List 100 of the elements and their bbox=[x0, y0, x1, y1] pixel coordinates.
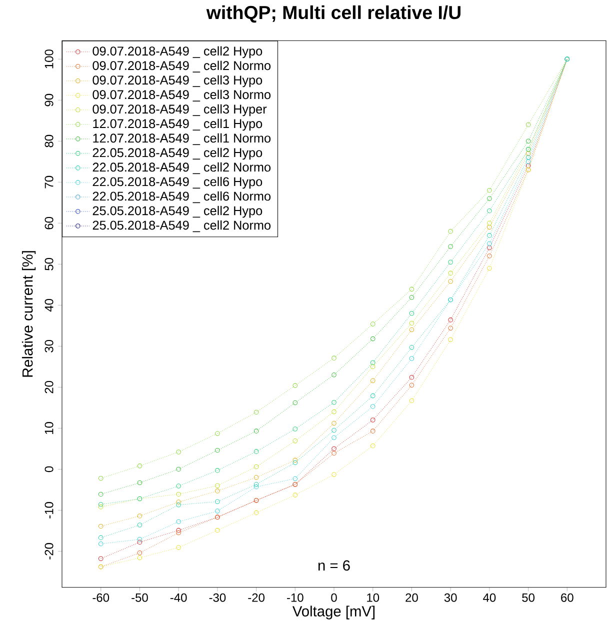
point bbox=[176, 484, 181, 488]
y-tick-label: -10 bbox=[44, 502, 54, 518]
point bbox=[137, 514, 142, 518]
point bbox=[176, 466, 181, 472]
point bbox=[332, 450, 336, 456]
point bbox=[137, 550, 142, 556]
point bbox=[332, 428, 336, 433]
point bbox=[448, 337, 453, 342]
y-tick-label: 0 bbox=[44, 466, 54, 472]
point bbox=[370, 443, 376, 448]
point bbox=[292, 383, 298, 388]
point bbox=[215, 483, 220, 488]
point bbox=[409, 310, 414, 316]
x-axis-title: Voltage [mV] bbox=[292, 606, 375, 620]
legend-label: 12.07.2018-A549 _ cell1 Hypo bbox=[93, 118, 262, 131]
point bbox=[409, 356, 414, 361]
point bbox=[254, 464, 259, 470]
point bbox=[487, 196, 492, 201]
point bbox=[98, 504, 104, 510]
point bbox=[332, 400, 336, 405]
point bbox=[215, 488, 220, 494]
point bbox=[487, 208, 492, 214]
x-tick-label: 40 bbox=[483, 593, 496, 602]
x-tick-label: -10 bbox=[287, 593, 304, 602]
point bbox=[487, 241, 492, 246]
point bbox=[409, 327, 414, 332]
y-tick-label: 30 bbox=[44, 340, 54, 352]
legend-label: 09.07.2018-A549 _ cell2 Normo bbox=[92, 60, 271, 72]
x-tick-label: 10 bbox=[367, 593, 380, 602]
annotation: n = 6 bbox=[318, 560, 350, 571]
legend-label: 09.07.2018-A549 _ cell3 Normo bbox=[92, 90, 271, 102]
point bbox=[254, 475, 259, 480]
point bbox=[215, 448, 220, 453]
point bbox=[370, 322, 376, 326]
point bbox=[409, 320, 414, 326]
y-tick-label: 70 bbox=[44, 176, 54, 188]
point bbox=[137, 522, 142, 528]
y-tick-label: 50 bbox=[44, 258, 54, 270]
point bbox=[409, 382, 414, 388]
point bbox=[370, 418, 376, 422]
legend-label: 22.05.2018-A549 _ cell6 Normo bbox=[92, 191, 271, 204]
point bbox=[98, 524, 104, 529]
point bbox=[487, 220, 492, 226]
point bbox=[292, 458, 298, 463]
point bbox=[98, 492, 104, 497]
legend-label: 22.05.2018-A549 _ cell6 Hypo bbox=[92, 176, 262, 189]
point bbox=[215, 508, 220, 514]
point bbox=[176, 528, 181, 533]
x-tick-label: 60 bbox=[561, 593, 574, 602]
legend-label: 25.05.2018-A549 _ cell2 Normo bbox=[92, 220, 271, 232]
point bbox=[332, 435, 336, 440]
point bbox=[137, 464, 142, 468]
point bbox=[526, 159, 531, 164]
point bbox=[137, 555, 142, 560]
point bbox=[487, 224, 492, 230]
legend-label: 09.07.2018-A549 _ cell3 Hyper bbox=[92, 104, 267, 116]
point bbox=[370, 393, 376, 398]
point bbox=[370, 360, 376, 365]
point bbox=[448, 326, 453, 331]
point bbox=[254, 410, 259, 415]
point bbox=[332, 446, 336, 452]
point bbox=[215, 431, 220, 436]
point bbox=[215, 468, 220, 473]
y-tick-label: 100 bbox=[44, 50, 54, 68]
point bbox=[487, 266, 492, 271]
point bbox=[409, 374, 414, 380]
point bbox=[292, 400, 298, 406]
point bbox=[409, 345, 414, 350]
point bbox=[176, 502, 181, 508]
point bbox=[487, 254, 492, 258]
point bbox=[332, 420, 336, 426]
point bbox=[448, 278, 453, 284]
legend-label: 22.05.2018-A549 _ cell2 Hypo bbox=[92, 148, 262, 160]
point bbox=[448, 318, 453, 322]
point bbox=[292, 460, 298, 466]
point bbox=[332, 409, 336, 414]
point bbox=[332, 472, 336, 477]
point bbox=[370, 378, 376, 384]
y-tick-label: 40 bbox=[44, 298, 54, 312]
x-tick-label: -40 bbox=[170, 593, 187, 602]
x-tick-label: 30 bbox=[444, 593, 457, 602]
point bbox=[292, 492, 298, 498]
point bbox=[409, 398, 414, 404]
point bbox=[254, 449, 259, 454]
point bbox=[332, 356, 336, 360]
point bbox=[487, 245, 492, 250]
x-tick-label: -30 bbox=[209, 593, 226, 602]
point bbox=[448, 270, 453, 276]
point bbox=[292, 438, 298, 444]
legend-label: 25.05.2018-A549 _ cell2 Hypo bbox=[92, 206, 262, 218]
point bbox=[526, 155, 531, 160]
point bbox=[137, 480, 142, 486]
point bbox=[176, 519, 181, 524]
legend-label: 09.07.2018-A549 _ cell3 Hypo bbox=[92, 75, 262, 88]
y-tick-label: 90 bbox=[44, 94, 54, 106]
point bbox=[215, 528, 220, 533]
point bbox=[137, 536, 142, 542]
point bbox=[448, 260, 453, 265]
point bbox=[292, 476, 298, 482]
point bbox=[370, 404, 376, 409]
